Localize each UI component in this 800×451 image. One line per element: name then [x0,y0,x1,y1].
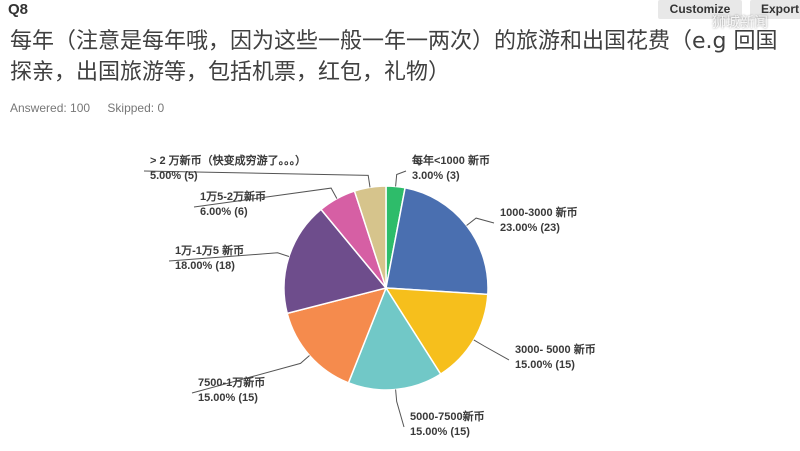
slice-leader-line [466,217,495,226]
slice-leader-line [395,389,405,428]
question-number: Q8 [8,1,29,18]
slice-leader-line [473,339,510,361]
slice-label: 7500-1万新币 [198,375,265,389]
slice-leader-line [168,252,290,262]
pie-slice [385,186,489,296]
slice-leader-line [395,170,407,187]
slice-value-label: 6.00% (6) [200,206,248,218]
slice-value-label: 15.00% (15) [410,426,470,438]
export-button[interactable]: Export [750,0,800,19]
slice-value-label: 15.00% (15) [198,392,258,404]
slice-leader-line [193,187,338,208]
response-stats: Answered: 100 Skipped: 0 [10,101,178,115]
slice-label: > 2 万新币（快变成穷游了。。。） [150,153,306,167]
slice-label: 1万5-2万新币 [200,189,266,203]
slice-value-label: 18.00% (18) [175,260,235,272]
slice-label: 1万-1万5 新币 [175,243,244,257]
slice-value-label: 3.00% (3) [412,170,460,182]
slice-label: 5000-7500新币 [410,409,485,423]
customize-button[interactable]: Customize [658,0,742,19]
skipped-count: Skipped: 0 [107,101,165,115]
slice-value-label: 5.00% (5) [150,170,198,182]
slice-leader-line [143,170,371,188]
slice-value-label: 23.00% (23) [500,222,560,234]
slice-leader-line [191,355,310,394]
pie-slice [286,286,388,384]
slice-label: 每年<1000 新币 [412,153,490,167]
question-title: 每年（注意是每年哦，因为这些一般一年一两次）的旅游和出国花费（e.g 回国探亲，… [10,29,778,85]
watermark-text: 狮城新闻 [712,15,768,31]
top-bar: Q8 Customize Export [0,0,800,24]
slice-value-label: 15.00% (15) [515,359,575,371]
answered-count: Answered: 100 [10,101,91,115]
slice-label: 3000- 5000 新币 [515,342,596,356]
slice-label: 1000-3000 新币 [500,205,578,219]
